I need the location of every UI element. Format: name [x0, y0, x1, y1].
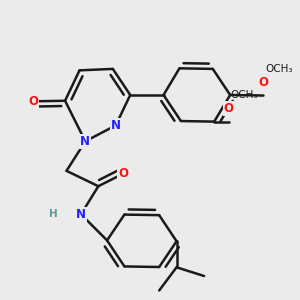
Text: N: N	[111, 119, 121, 132]
Text: N: N	[80, 135, 90, 148]
Text: N: N	[76, 208, 86, 221]
Text: OCH₃: OCH₃	[265, 64, 292, 74]
Text: OCH₃: OCH₃	[230, 90, 258, 100]
Text: H: H	[49, 209, 58, 219]
Text: O: O	[259, 76, 269, 89]
Text: O: O	[118, 167, 128, 180]
Text: O: O	[224, 102, 234, 115]
Text: O: O	[28, 95, 38, 108]
